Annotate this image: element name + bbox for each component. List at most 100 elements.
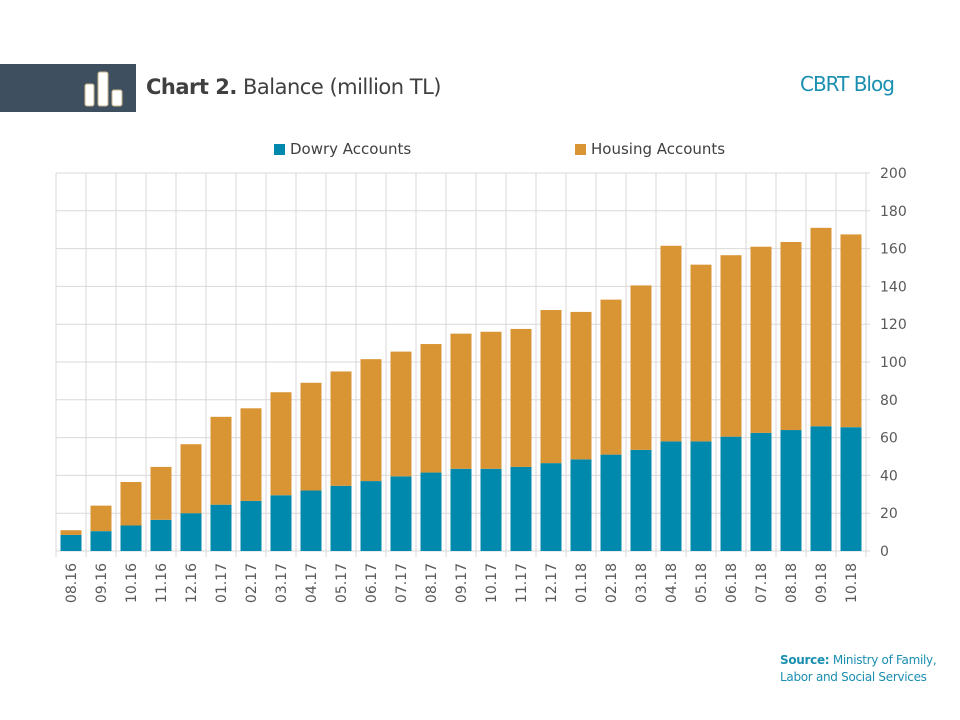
x-tick-label: 12.17: [544, 563, 560, 603]
x-tick-label: 08.17: [424, 563, 440, 603]
legend-label-housing: Housing Accounts: [591, 140, 726, 158]
x-tick-label: 10.18: [844, 563, 860, 603]
y-tick-label: 80: [880, 393, 898, 409]
bar-dowry: [570, 459, 592, 551]
bar-housing: [780, 241, 802, 431]
bar-dowry: [840, 427, 862, 551]
x-tick-label: 01.18: [574, 563, 590, 603]
x-tick-label: 12.16: [184, 563, 200, 603]
x-tick-label: 06.18: [724, 563, 740, 603]
bar-dowry: [330, 485, 352, 551]
bar-housing: [720, 255, 742, 437]
legend-item-dowry: Dowry Accounts: [274, 140, 411, 158]
bar-housing: [150, 466, 172, 520]
bar-dowry: [120, 525, 142, 551]
bar-housing: [420, 344, 442, 473]
bar-housing: [180, 444, 202, 514]
legend-swatch-dowry: [274, 143, 285, 155]
bar-chart-icon: [84, 71, 123, 107]
bar-housing: [750, 246, 772, 433]
x-tick-label: 11.16: [154, 563, 170, 603]
x-tick-label: 03.17: [274, 563, 290, 603]
bar-dowry: [270, 495, 292, 551]
bar-dowry: [360, 481, 382, 551]
x-tick-label: 05.17: [334, 563, 350, 603]
bar-housing: [240, 408, 262, 501]
x-tick-label: 09.16: [94, 563, 110, 603]
x-tick-label: 06.17: [364, 563, 380, 603]
x-tick-label: 11.17: [514, 563, 530, 603]
bar-housing: [450, 333, 472, 469]
bar-dowry: [210, 504, 232, 551]
bar-housing: [120, 482, 142, 526]
blog-name: CBRT Blog: [800, 72, 895, 96]
legend: Dowry Accounts Housing Accounts: [0, 140, 960, 160]
bar-housing: [390, 351, 412, 477]
x-tick-label: 04.18: [664, 563, 680, 603]
y-tick-label: 0: [880, 544, 889, 560]
bar-housing: [570, 311, 592, 460]
y-tick-label: 140: [880, 279, 907, 295]
x-tick-label: 10.16: [124, 563, 140, 603]
bar-dowry: [510, 466, 532, 551]
bar-dowry: [690, 441, 712, 551]
bar-dowry: [720, 436, 742, 551]
bar-housing: [330, 371, 352, 486]
y-tick-label: 60: [880, 431, 898, 447]
y-tick-label: 180: [880, 204, 907, 220]
y-tick-label: 120: [880, 317, 907, 333]
y-tick-label: 40: [880, 468, 898, 484]
x-tick-label: 10.17: [484, 563, 500, 603]
bar-housing: [690, 264, 712, 442]
bar-housing: [300, 382, 322, 491]
x-tick-label: 04.17: [304, 563, 320, 603]
bar-housing: [810, 227, 832, 427]
y-tick-label: 160: [880, 242, 907, 258]
bar-housing: [630, 285, 652, 450]
bar-dowry: [750, 432, 772, 551]
bar-dowry: [150, 519, 172, 551]
source-text-line1: Ministry of Family,: [832, 653, 937, 667]
bar-dowry: [540, 463, 562, 551]
x-tick-label: 02.17: [244, 563, 260, 603]
y-tick-label: 20: [880, 506, 898, 522]
bar-housing: [600, 299, 622, 455]
bar-housing: [210, 416, 232, 505]
bar-housing: [540, 310, 562, 464]
legend-label-dowry: Dowry Accounts: [290, 140, 412, 158]
bar-dowry: [450, 468, 472, 551]
source-text-line2: Labor and Social Services: [780, 670, 927, 684]
bar-housing: [480, 331, 502, 469]
bar-housing: [510, 328, 532, 467]
source-note: Source: Ministry of Family, Labor and So…: [780, 652, 937, 686]
bar-housing: [840, 234, 862, 428]
bar-dowry: [480, 468, 502, 551]
source-label: Source:: [780, 653, 830, 667]
bar-dowry: [240, 500, 262, 551]
legend-item-housing: Housing Accounts: [575, 140, 725, 158]
bar-dowry: [810, 426, 832, 551]
bar-dowry: [300, 490, 322, 551]
bar-dowry: [630, 449, 652, 551]
bar-dowry: [420, 472, 442, 551]
x-tick-label: 05.18: [694, 563, 710, 603]
bar-housing: [360, 359, 382, 482]
bar-dowry: [600, 454, 622, 551]
bar-housing: [90, 505, 112, 532]
bar-dowry: [390, 476, 412, 551]
bar-dowry: [780, 430, 802, 551]
x-tick-label: 09.18: [814, 563, 830, 603]
bar-dowry: [180, 513, 202, 551]
x-tick-label: 08.16: [64, 563, 80, 603]
bar-housing: [660, 245, 682, 442]
y-tick-label: 200: [880, 166, 907, 182]
y-tick-label: 100: [880, 355, 907, 371]
chart-title-text: Balance (million TL): [243, 75, 441, 99]
bar-dowry: [60, 534, 82, 551]
x-tick-label: 09.17: [454, 563, 470, 603]
x-tick-label: 08.18: [784, 563, 800, 603]
x-tick-label: 02.18: [604, 563, 620, 603]
bar-housing: [60, 530, 82, 535]
x-tick-label: 03.18: [634, 563, 650, 603]
